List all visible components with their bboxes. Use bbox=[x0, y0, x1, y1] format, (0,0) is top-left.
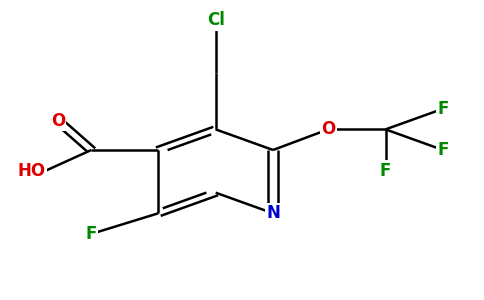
Text: O: O bbox=[321, 120, 335, 138]
Text: Cl: Cl bbox=[207, 11, 225, 29]
Text: F: F bbox=[437, 100, 449, 118]
Text: HO: HO bbox=[18, 162, 46, 180]
Text: N: N bbox=[266, 204, 280, 222]
Text: F: F bbox=[380, 162, 391, 180]
Text: O: O bbox=[51, 112, 65, 130]
Text: F: F bbox=[86, 225, 97, 243]
Text: F: F bbox=[437, 141, 449, 159]
